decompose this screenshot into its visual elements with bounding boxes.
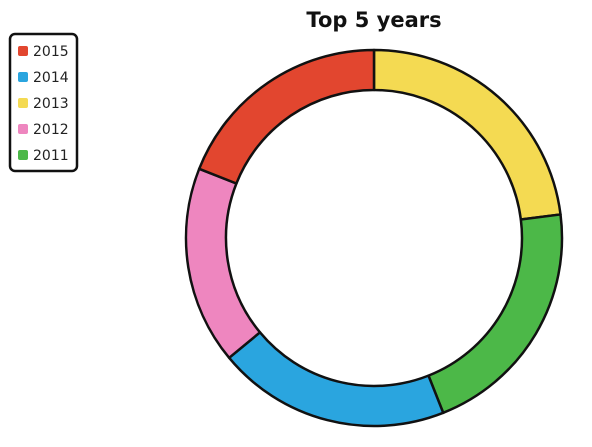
legend: 2015 2014 2013 2012 2011 bbox=[8, 32, 79, 173]
legend-swatch-2011 bbox=[18, 150, 28, 160]
legend-label-2014: 2014 bbox=[33, 70, 69, 86]
donut-segment-2015 bbox=[197, 48, 376, 185]
donut-segment-2011 bbox=[427, 213, 564, 415]
legend-label-2015: 2015 bbox=[33, 44, 69, 60]
legend-box bbox=[8, 32, 79, 173]
donut-segment-2014 bbox=[227, 331, 445, 428]
chart-title: Top 5 years bbox=[306, 8, 441, 32]
donut-segment-2012 bbox=[184, 167, 262, 360]
legend-swatch-2012 bbox=[18, 124, 28, 134]
donut-ring bbox=[184, 48, 564, 428]
legend-label-2013: 2013 bbox=[33, 96, 69, 112]
legend-label-2012: 2012 bbox=[33, 122, 69, 138]
legend-label-2011: 2011 bbox=[33, 148, 69, 164]
legend-swatch-2015 bbox=[18, 46, 28, 56]
donut-segment-2013 bbox=[372, 48, 562, 221]
legend-swatch-2014 bbox=[18, 72, 28, 82]
legend-swatch-2013 bbox=[18, 98, 28, 108]
